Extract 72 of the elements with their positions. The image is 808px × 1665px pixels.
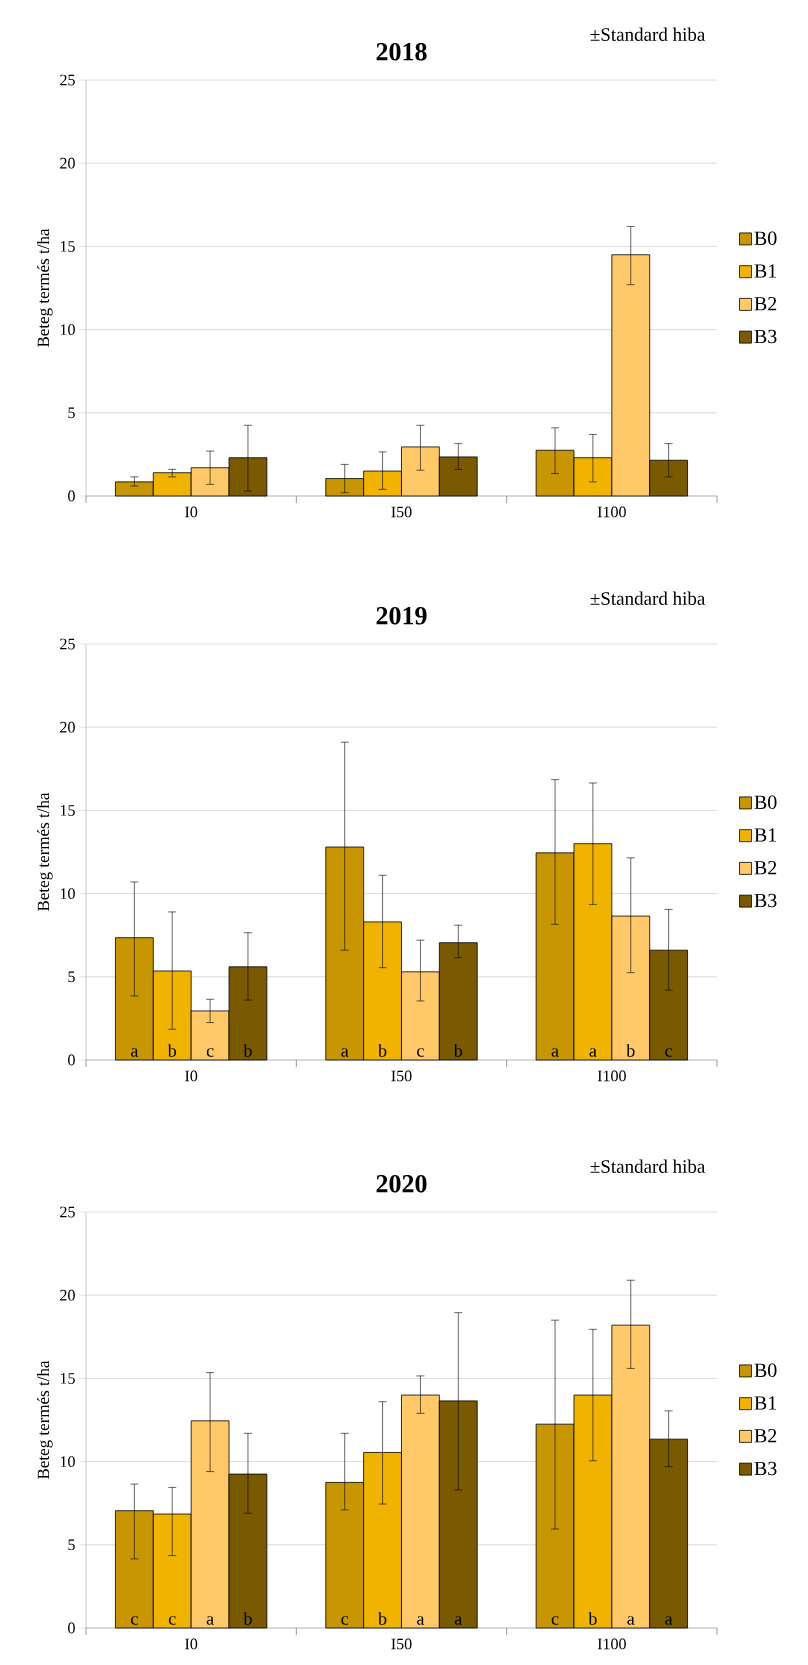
y-tick-label: 0 bbox=[68, 490, 75, 502]
data-label: b bbox=[588, 1612, 597, 1625]
legend-label: B3 bbox=[754, 329, 777, 344]
x-tick-label: I100 bbox=[597, 1070, 626, 1082]
data-label: b bbox=[453, 1044, 463, 1057]
data-label: b bbox=[378, 1612, 387, 1625]
data-label: b bbox=[626, 1044, 635, 1057]
x-tick-label: I50 bbox=[391, 506, 412, 518]
x-tick-label: I100 bbox=[597, 1638, 626, 1650]
data-label: a bbox=[589, 1048, 597, 1057]
x-tick-label: I0 bbox=[185, 1070, 198, 1082]
data-label: a bbox=[665, 1616, 673, 1625]
y-tick-label: 25 bbox=[60, 74, 75, 86]
y-tick-label: 20 bbox=[60, 1289, 75, 1301]
x-tick-label: I0 bbox=[185, 506, 198, 518]
y-tick-label: 15 bbox=[60, 241, 75, 252]
data-label: b bbox=[378, 1044, 387, 1057]
data-label: c bbox=[206, 1048, 214, 1057]
x-tick-label: I100 bbox=[597, 506, 626, 518]
data-label: c bbox=[665, 1048, 673, 1057]
data-label: a bbox=[454, 1616, 463, 1625]
data-label: a bbox=[627, 1616, 635, 1625]
y-axis-title: Beteg termés t/ha bbox=[37, 792, 53, 911]
legend-label: B2 bbox=[754, 297, 777, 311]
y-tick-label: 5 bbox=[68, 971, 75, 983]
y-tick-label: 0 bbox=[68, 1054, 75, 1066]
data-label: c bbox=[131, 1616, 138, 1625]
y-tick-label: 20 bbox=[60, 721, 75, 733]
chart-title: 2018 bbox=[376, 42, 427, 61]
y-tick-label: 0 bbox=[68, 1622, 75, 1634]
legend-label: B0 bbox=[754, 231, 777, 246]
y-tick-label: 5 bbox=[68, 407, 75, 419]
x-tick-label: I0 bbox=[185, 1638, 198, 1650]
y-tick-label: 5 bbox=[68, 1539, 75, 1551]
legend-label: B2 bbox=[754, 1429, 777, 1443]
x-tick-label: I50 bbox=[391, 1638, 412, 1650]
legend-label: B2 bbox=[754, 861, 777, 875]
x-tick-label: I50 bbox=[391, 1070, 412, 1082]
y-tick-label: 20 bbox=[60, 157, 75, 169]
data-label: a bbox=[131, 1048, 139, 1057]
data-label: c bbox=[341, 1616, 349, 1625]
data-label: a bbox=[341, 1048, 349, 1057]
data-label: c bbox=[417, 1048, 424, 1057]
y-tick-label: 25 bbox=[60, 638, 75, 650]
legend-label: B1 bbox=[754, 1396, 777, 1410]
data-label: a bbox=[206, 1616, 214, 1625]
legend-label: B3 bbox=[754, 1461, 777, 1476]
y-tick-label: 25 bbox=[60, 1206, 75, 1218]
legend-label: B1 bbox=[754, 828, 777, 842]
y-tick-label: 10 bbox=[60, 888, 75, 900]
chart-title: 2020 bbox=[376, 1174, 427, 1193]
legend-label: B0 bbox=[754, 1363, 777, 1378]
y-axis-title: Beteg termés t/ha bbox=[37, 228, 53, 348]
data-label: b bbox=[243, 1612, 252, 1625]
data-label: a bbox=[551, 1048, 559, 1057]
data-label: c bbox=[168, 1616, 176, 1625]
y-axis-title: Beteg termés t/ha bbox=[37, 1360, 53, 1479]
data-label: b bbox=[167, 1044, 177, 1057]
y-tick-label: 10 bbox=[60, 1456, 75, 1468]
text: ±Standard hiba bbox=[590, 1159, 706, 1173]
text: ±Standard hiba bbox=[590, 591, 706, 605]
legend-label: B1 bbox=[754, 264, 777, 278]
y-tick-label: 15 bbox=[60, 805, 75, 816]
data-label: a bbox=[417, 1616, 425, 1625]
data-label: c bbox=[551, 1616, 559, 1625]
data-label: b bbox=[243, 1044, 252, 1057]
legend-label: B0 bbox=[754, 795, 777, 810]
y-tick-label: 15 bbox=[60, 1373, 75, 1384]
y-tick-label: 10 bbox=[60, 324, 75, 336]
text: ±Standard hiba bbox=[590, 27, 706, 41]
chart-title: 2019 bbox=[376, 606, 427, 625]
legend-label: B3 bbox=[754, 893, 777, 908]
